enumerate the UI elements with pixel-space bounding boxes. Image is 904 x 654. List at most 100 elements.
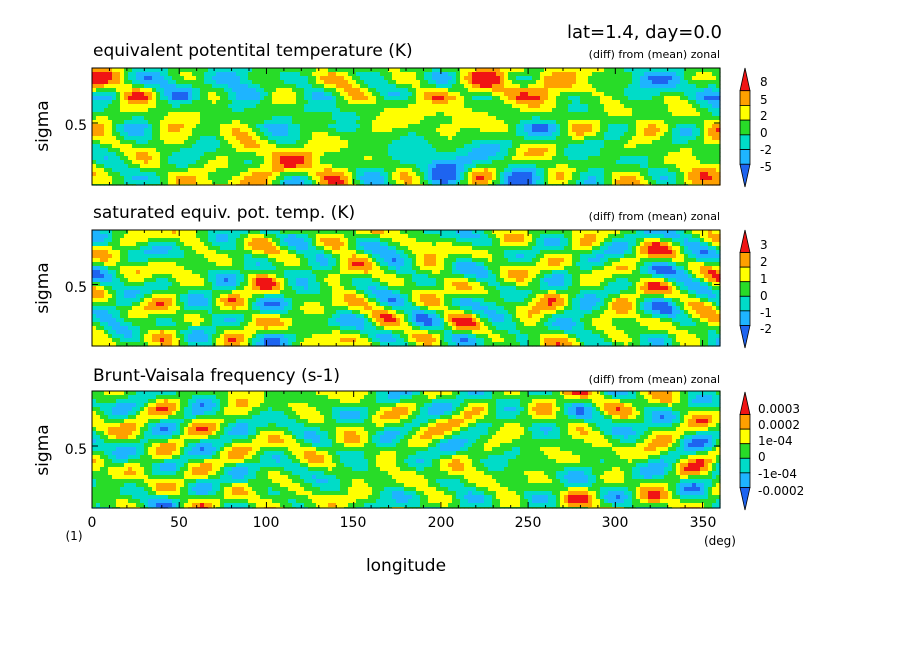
contour-cell	[100, 104, 105, 109]
contour-cell	[188, 160, 193, 165]
contour-cell	[484, 120, 489, 125]
contour-cell	[488, 116, 493, 121]
contour-cell	[248, 68, 253, 73]
contour-cell	[604, 144, 609, 149]
contour-cell	[100, 230, 105, 235]
contour-cell	[372, 120, 377, 125]
contour-cell	[652, 180, 657, 185]
contour-cell	[380, 164, 385, 169]
contour-cell	[572, 100, 577, 105]
contour-cell	[696, 144, 701, 149]
contour-cell	[556, 128, 561, 133]
contour-cell	[680, 100, 685, 105]
contour-cell	[252, 108, 257, 113]
contour-cell	[484, 180, 489, 185]
contour-cell	[168, 144, 173, 149]
colorbar-label: 5	[760, 93, 768, 107]
contour-cell	[476, 148, 481, 153]
contour-cell	[340, 108, 345, 113]
contour-cell	[700, 92, 705, 97]
contour-cell	[500, 92, 505, 97]
contour-cell	[404, 176, 409, 181]
contour-cell	[192, 68, 197, 73]
contour-cell	[400, 104, 405, 109]
contour-cell	[672, 168, 677, 173]
contour-cell	[468, 176, 473, 181]
contour-cell	[348, 88, 353, 93]
contour-cell	[236, 172, 241, 177]
contour-cell	[500, 72, 505, 77]
contour-cell	[296, 128, 301, 133]
contour-cell	[132, 80, 137, 85]
contour-cell	[216, 116, 221, 121]
contour-cell	[396, 100, 401, 105]
contour-cell	[168, 72, 173, 77]
contour-cell	[620, 152, 625, 157]
contour-cell	[452, 168, 457, 173]
contour-cell	[264, 140, 269, 145]
contour-cell	[424, 128, 429, 133]
contour-cell	[380, 112, 385, 117]
contour-cell	[524, 172, 529, 177]
contour-cell	[668, 168, 673, 173]
contour-cell	[684, 112, 689, 117]
contour-cell	[436, 144, 441, 149]
contour-cell	[104, 88, 109, 93]
contour-cell	[260, 144, 265, 149]
contour-cell	[120, 88, 125, 93]
contour-cell	[512, 116, 517, 121]
contour-cell	[480, 164, 485, 169]
contour-cell	[680, 96, 685, 101]
contour-cell	[308, 156, 313, 161]
contour-cell	[388, 180, 393, 185]
contour-cell	[176, 164, 181, 169]
contour-cell	[300, 112, 305, 117]
contour-cell	[468, 120, 473, 125]
contour-cell	[644, 120, 649, 125]
contour-cell	[396, 148, 401, 153]
contour-cell	[684, 180, 689, 185]
contour-cell	[652, 230, 657, 235]
contour-cell	[104, 104, 109, 109]
contour-cell	[136, 88, 141, 93]
contour-cell	[632, 172, 637, 177]
contour-cell	[608, 164, 613, 169]
contour-cell	[488, 100, 493, 105]
contour-cell	[680, 80, 685, 85]
contour-cell	[372, 108, 377, 113]
contour-cell	[536, 132, 541, 137]
contour-cell	[320, 160, 325, 165]
contour-cell	[484, 230, 489, 235]
contour-cell	[524, 80, 529, 85]
contour-cell	[388, 68, 393, 73]
contour-cell	[240, 132, 245, 137]
contour-cell	[580, 180, 585, 185]
contour-cell	[608, 108, 613, 113]
contour-cell	[676, 84, 681, 89]
contour-cell	[688, 84, 693, 89]
contour-cell	[424, 148, 429, 153]
contour-cell	[336, 172, 341, 177]
contour-cell	[608, 180, 613, 185]
contour-cell	[480, 112, 485, 117]
contour-cell	[588, 180, 593, 185]
contour-cell	[380, 168, 385, 173]
contour-cell	[168, 160, 173, 165]
contour-cell	[124, 116, 129, 121]
contour-cell	[284, 156, 289, 161]
contour-cell	[212, 76, 217, 81]
contour-cell	[164, 160, 169, 165]
contour-cell	[464, 152, 469, 157]
contour-cell	[308, 180, 313, 185]
contour-cell	[684, 132, 689, 137]
contour-cell	[444, 68, 449, 73]
contour-cell	[648, 84, 653, 89]
contour-cell	[188, 112, 193, 117]
contour-cell	[340, 88, 345, 93]
contour-cell	[416, 76, 421, 81]
contour-cell	[660, 112, 665, 117]
contour-cell	[496, 120, 501, 125]
contour-cell	[96, 140, 101, 145]
contour-cell	[716, 92, 721, 97]
contour-cell	[428, 132, 433, 137]
